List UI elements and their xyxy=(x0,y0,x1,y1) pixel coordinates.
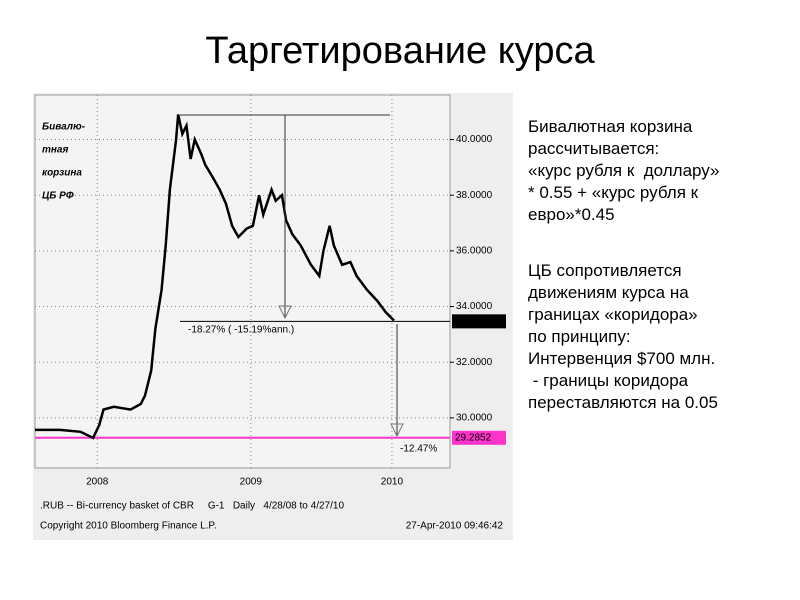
text-line: движениям курса на xyxy=(528,283,689,302)
data-line xyxy=(35,114,395,440)
annotation: -18.27% ( -15.19%ann.) xyxy=(188,325,294,336)
chart-caption: ЦБ РФ xyxy=(42,191,74,202)
footer: 27-Apr-2010 09:46:42 xyxy=(406,521,504,532)
slide-title: Таргетирование курса xyxy=(205,30,595,72)
y-tick-label: 32.0000 xyxy=(456,357,493,368)
text-line: по принципу: xyxy=(528,327,631,346)
annotation: -12.47% xyxy=(400,444,437,455)
paragraph: ЦБ сопротивляется движениям курса на грани… xyxy=(528,260,798,414)
text-line: евро»*0.45 xyxy=(528,205,615,224)
x-tick-label: 2008 xyxy=(86,477,109,488)
y-tick-label: 38.0000 xyxy=(456,190,493,201)
level-box xyxy=(452,430,506,445)
y-tick-label: 30.0000 xyxy=(456,413,493,424)
y-tick-label: 40.0000 xyxy=(456,134,493,145)
plot-area xyxy=(34,94,451,469)
chart-caption: Бивалю- xyxy=(42,122,86,133)
x-tick-label: 2009 xyxy=(240,477,263,488)
guide xyxy=(390,423,404,438)
text-line: - границы коридора xyxy=(528,371,689,390)
text-line: «курс рубля к доллару» xyxy=(528,161,720,180)
chart-caption: корзина xyxy=(42,168,82,179)
level-label: 29.2852 xyxy=(455,432,492,443)
guide xyxy=(278,305,292,320)
text-line: рассчитывается: xyxy=(528,139,660,158)
text-line: Интервенция $700 млн. xyxy=(528,349,716,368)
footer: .RUB -- Bi-currency basket of CBR G-1 Da… xyxy=(40,501,344,512)
footer: Copyright 2010 Bloomberg Finance L.P. xyxy=(40,521,217,532)
x-tick-label: 2010 xyxy=(381,477,404,488)
text-line: ЦБ сопротивляется xyxy=(528,261,682,280)
level-label: 33.4684 xyxy=(455,316,492,327)
side-text: Бивалютная корзина рассчитывается: «курс р… xyxy=(528,116,798,448)
text-line: * 0.55 + «курс рубля к xyxy=(528,183,699,202)
text-line: границах «коридора» xyxy=(528,305,698,324)
text-line: переставляются на 0.05 xyxy=(528,393,718,412)
text-line: Бивалютная корзина xyxy=(528,117,693,136)
chart-caption: тная xyxy=(42,145,68,156)
y-tick-label: 34.0000 xyxy=(456,301,493,312)
level-box xyxy=(452,314,506,329)
y-tick-label: 36.0000 xyxy=(456,246,493,257)
paragraph: Бивалютная корзина рассчитывается: «курс р… xyxy=(528,116,798,226)
